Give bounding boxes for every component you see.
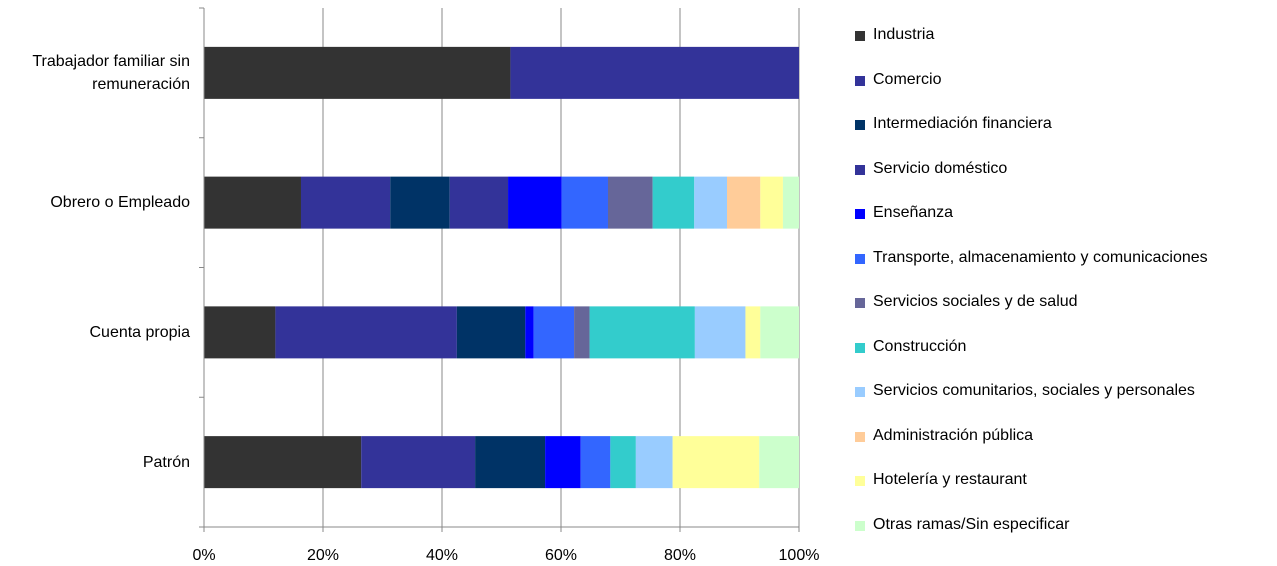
bar-segment	[727, 176, 761, 229]
legend-swatch	[855, 476, 865, 486]
bar-segment	[694, 176, 728, 229]
legend-item: Administración pública	[855, 426, 1208, 471]
bar-segment	[204, 436, 362, 489]
legend-item: Servicios sociales y de salud	[855, 292, 1208, 337]
category-label-line: Trabajador familiar sin	[32, 52, 190, 70]
legend-item: Servicios comunitarios, sociales y perso…	[855, 381, 1208, 426]
legend-swatch	[855, 253, 865, 264]
x-tick-label: 80%	[663, 547, 697, 564]
bar-segment	[508, 176, 562, 229]
legend-label: Industria	[873, 26, 935, 43]
bar-segment	[694, 306, 746, 359]
legend-item: Servicio doméstico	[855, 159, 1208, 204]
legend-swatch	[855, 164, 865, 175]
category-label-line: Cuenta propia	[89, 323, 190, 341]
bar-segment	[533, 306, 575, 359]
legend: Industria Comercio Intermediación financie…	[855, 25, 1208, 559]
legend-label: Servicio doméstico	[873, 159, 1008, 177]
legend-item: Hotelería y restaurant	[855, 470, 1208, 515]
x-tick-label: 0%	[192, 547, 216, 564]
bar-segment	[525, 306, 534, 359]
legend-label: Otras ramas/Sin especificar	[873, 515, 1070, 533]
bar-segment	[545, 436, 581, 489]
bar-segment	[745, 306, 761, 359]
legend-item: Construcción	[855, 337, 1208, 382]
bar-segment	[300, 176, 391, 229]
bar-segment	[759, 436, 799, 489]
bar-segment	[510, 46, 799, 99]
legend-label: Construcción	[873, 337, 967, 355]
bar-segment	[580, 436, 611, 489]
bar-segment	[574, 306, 590, 359]
bar-segment	[449, 176, 509, 229]
legend-label: Hotelería y restaurant	[873, 471, 1027, 488]
legend-item: Otras ramas/Sin especificar	[855, 515, 1208, 560]
bar-segment	[589, 306, 695, 359]
legend-item: Transporte, almacenamiento y comunicacio…	[855, 248, 1208, 293]
bar-segment	[782, 176, 799, 229]
legend-label: Intermediación financiera	[873, 115, 1052, 132]
legend-swatch	[855, 31, 865, 41]
bar-segment	[652, 176, 695, 229]
legend-swatch	[855, 120, 865, 130]
legend-swatch	[855, 387, 865, 397]
category-label: Trabajador familiar sin remuneración	[0, 50, 190, 96]
legend-swatch	[855, 342, 865, 353]
bar-segment	[204, 306, 276, 359]
category-label-line: Patrón	[142, 453, 190, 471]
bar-segment	[361, 436, 476, 489]
x-tick-label: 100%	[778, 547, 820, 564]
x-tick-label: 60%	[544, 547, 578, 564]
bar-segment	[610, 436, 636, 489]
bars	[204, 46, 799, 489]
legend-item: Industria	[855, 25, 1208, 70]
legend-item: Enseñanza	[855, 203, 1208, 248]
bar-segment	[390, 176, 450, 229]
x-tick-label: 40%	[425, 547, 459, 564]
legend-item: Comercio	[855, 70, 1208, 115]
category-label-line: Obrero o Empleado	[50, 194, 190, 212]
legend-item: Intermediación financiera	[855, 114, 1208, 159]
legend-swatch	[855, 520, 865, 531]
legend-swatch	[855, 298, 865, 308]
category-label: Obrero o Empleado	[0, 191, 190, 214]
legend-label: Servicios comunitarios, sociales y perso…	[873, 382, 1195, 399]
category-label: Patrón	[0, 451, 190, 474]
legend-label: Enseñanza	[873, 204, 954, 221]
bar-segment	[275, 306, 457, 359]
bar-segment	[204, 46, 511, 99]
category-label: Cuenta propia	[0, 321, 190, 344]
legend-swatch	[855, 209, 865, 219]
bar-segment	[760, 306, 799, 359]
legend-label: Servicios sociales y de salud	[873, 293, 1078, 310]
bar-segment	[672, 436, 760, 489]
bar-segment	[635, 436, 673, 489]
legend-swatch	[855, 431, 865, 442]
legend-label: Administración pública	[873, 426, 1034, 444]
legend-label: Comercio	[873, 70, 942, 88]
legend-swatch	[855, 75, 865, 86]
bar-segment	[760, 176, 783, 229]
bar-segment	[475, 436, 546, 489]
x-tick-label: 20%	[306, 547, 340, 564]
bar-segment	[608, 176, 653, 229]
bar-segment	[561, 176, 609, 229]
bar-segment	[456, 306, 526, 359]
legend-label: Transporte, almacenamiento y comunicacio…	[873, 248, 1208, 266]
bar-segment	[204, 176, 301, 229]
category-label-line: remuneración	[92, 75, 190, 93]
axes	[199, 7, 800, 532]
